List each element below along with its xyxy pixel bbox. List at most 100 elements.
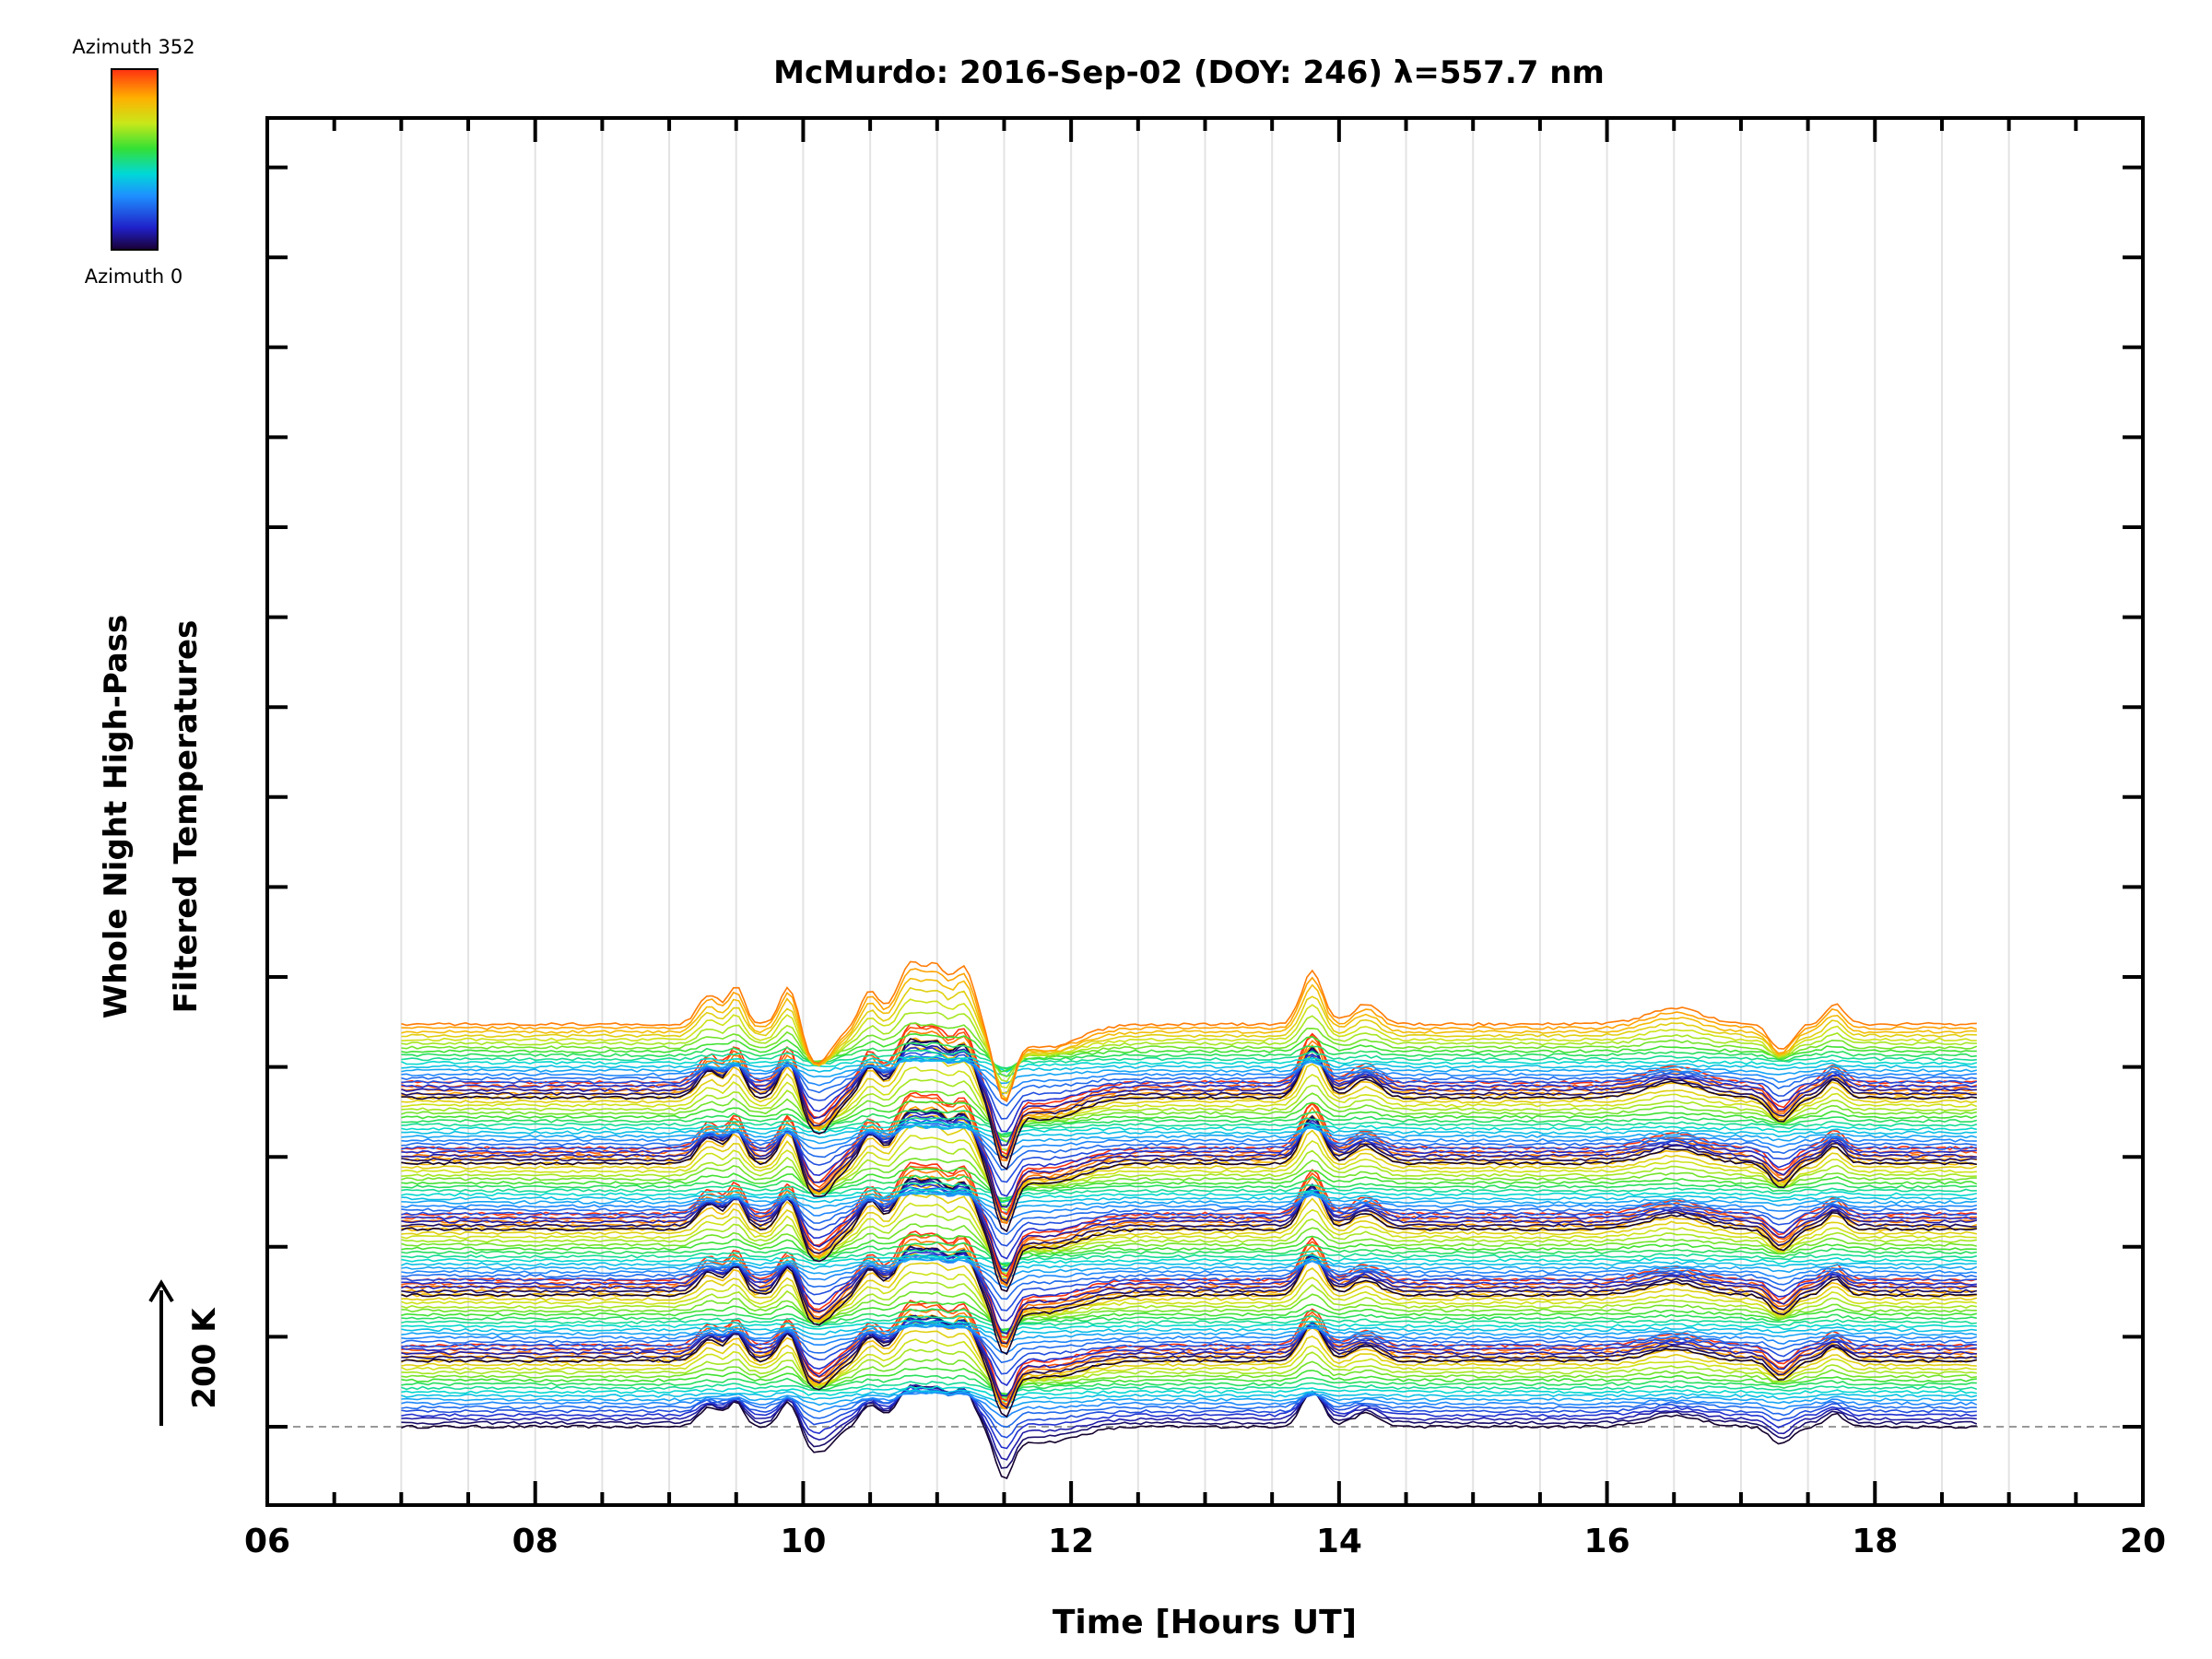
trace-line <box>401 1256 1977 1288</box>
trace-line <box>401 1213 1977 1275</box>
trace-line <box>401 1243 1977 1348</box>
trace-line <box>401 1124 1977 1159</box>
trace-line <box>401 968 1978 1101</box>
x-tick-label: 12 <box>1048 1523 1094 1560</box>
trace-line <box>401 1066 1978 1152</box>
trace-line <box>401 1366 1977 1395</box>
trace-line <box>401 1058 1977 1085</box>
trace-line <box>401 1300 1977 1332</box>
trace-line <box>401 1391 1978 1418</box>
trace-line <box>401 1381 1978 1396</box>
trace-line <box>401 1157 1977 1207</box>
colorbar-bottom-label: Azimuth 0 <box>85 265 183 288</box>
trace-line <box>401 1374 1977 1395</box>
trace-line <box>401 1032 1977 1073</box>
trace-line <box>401 1385 1977 1399</box>
trace-line <box>401 1384 1977 1461</box>
colorbar-gradient <box>111 68 159 251</box>
trace-line <box>401 1188 1977 1236</box>
trace-line <box>401 1258 1978 1280</box>
x-tick-label: 14 <box>1316 1523 1362 1560</box>
trace-line <box>401 1390 1977 1409</box>
chart-title: McMurdo: 2016-Sep-02 (DOY: 246) λ=557.7 … <box>773 54 1605 91</box>
y-axis-label-line1: Whole Night High-Pass <box>98 615 135 1019</box>
trace-line <box>401 1118 1977 1183</box>
trace-line <box>401 1385 1977 1450</box>
trace-line <box>401 1315 1977 1418</box>
x-tick-label: 08 <box>512 1523 559 1560</box>
trace-line <box>401 1174 1977 1200</box>
scale-bar: 200 K <box>148 1279 223 1426</box>
trace-line <box>401 1180 1978 1272</box>
trace-line <box>401 1041 1977 1070</box>
trace-line <box>401 1022 1978 1078</box>
trace-line <box>401 1011 1977 1083</box>
trace-line <box>401 1193 1977 1283</box>
trace-line <box>401 1253 1977 1268</box>
trace-line <box>401 1042 1977 1147</box>
trace-line <box>401 1245 1977 1345</box>
trace-line <box>401 1109 1978 1135</box>
x-axis-label: Time [Hours UT] <box>1053 1604 1357 1641</box>
trace-line <box>401 1271 1977 1341</box>
trace-line <box>401 1230 1978 1338</box>
trace-line <box>401 1110 1977 1221</box>
trace-line <box>401 1124 1977 1143</box>
trace-line <box>401 1262 1978 1346</box>
trace-line <box>401 1390 1977 1429</box>
trace-line <box>401 986 1977 1094</box>
trace-line <box>401 1389 1977 1404</box>
trace-line <box>401 1100 1978 1138</box>
trace-line <box>401 1114 1977 1197</box>
trace-line <box>401 1176 1977 1292</box>
trace-line <box>401 1358 1977 1399</box>
scale-bar-arrow-head <box>148 1279 174 1303</box>
trace-line <box>401 1249 1977 1265</box>
trace-line <box>401 1324 1978 1354</box>
trace-line <box>401 1388 1977 1439</box>
trace-line <box>401 1348 1977 1400</box>
trace-line <box>401 1320 1977 1375</box>
trace-line <box>401 1253 1977 1312</box>
trace-line <box>401 1116 1978 1135</box>
trace-line <box>401 1124 1978 1151</box>
trace-line <box>401 1146 1977 1212</box>
y-axis-label-line2: Filtered Temperatures <box>168 620 205 1014</box>
trace-line <box>401 1121 1977 1138</box>
trace-line <box>401 1135 1977 1216</box>
x-tick-labels: 06 08 10 12 14 16 18 20 <box>244 1523 2166 1560</box>
trace-line <box>401 998 1977 1089</box>
trace-line <box>401 1165 1977 1281</box>
trace-line <box>401 1191 1977 1214</box>
x-tick-label: 20 <box>2120 1523 2166 1560</box>
trace-line <box>401 977 1977 1100</box>
axis-ticks <box>265 118 2145 1505</box>
trace-line <box>401 1202 1977 1278</box>
trace-line <box>401 1109 1977 1233</box>
trace-line <box>401 1290 1977 1335</box>
trace-line <box>401 1314 1977 1409</box>
trace-line <box>401 1186 1977 1204</box>
x-tick-label: 10 <box>780 1523 826 1560</box>
trace-line <box>401 1094 1978 1221</box>
trace-line <box>401 1052 1978 1120</box>
trace-line <box>401 1054 1978 1073</box>
trace-line <box>401 1319 1977 1334</box>
trace-line <box>401 1186 1977 1247</box>
trace-line <box>401 1314 1977 1331</box>
colorbar-top-label: Azimuth 352 <box>72 36 194 58</box>
trace-line <box>401 1112 1977 1208</box>
x-tick-label: 18 <box>1852 1523 1898 1560</box>
trace-line <box>401 1090 1977 1143</box>
trace-line <box>401 1049 1977 1069</box>
trace-line <box>401 1245 1977 1356</box>
trace-line <box>401 960 1977 1102</box>
trace-line <box>401 1241 1977 1265</box>
trace-line <box>401 1182 1977 1260</box>
trace-line <box>401 1383 1978 1469</box>
trace-line <box>401 1178 1977 1285</box>
trace-line <box>401 1324 1977 1344</box>
trace-line <box>401 1121 1977 1171</box>
trace-line <box>401 1323 1977 1338</box>
scale-bar-label: 200 K <box>186 1307 223 1409</box>
